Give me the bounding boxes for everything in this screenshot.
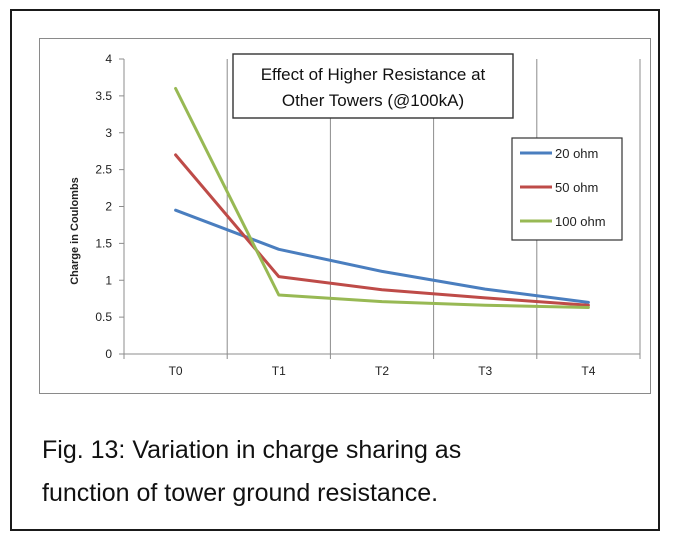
series-line-50-ohm [174, 153, 590, 307]
series-layer [174, 87, 590, 309]
caption-line-2: function of tower ground resistance. [42, 479, 439, 507]
figure-frame: 0 0.5 1 1.5 2 2.5 3 3.5 4 T0 T1 T2 T3 T4 Charge in Co… [10, 9, 660, 531]
y-tick-label: 1.5 [95, 236, 112, 250]
y-axis-label: Charge in Coulombs [69, 177, 81, 285]
axes-layer: 0 0.5 1 1.5 2 2.5 3 3.5 4 T0 T1 T2 T3 T4 [95, 52, 641, 378]
x-tick-label: T1 [272, 364, 286, 378]
x-tick-label: T0 [169, 364, 183, 378]
y-tick-label: 0 [105, 347, 112, 361]
y-tick-label: 0.5 [95, 310, 112, 324]
line-chart: 0 0.5 1 1.5 2 2.5 3 3.5 4 T0 T1 T2 T3 T4 Charge in Co… [69, 52, 641, 378]
chart-panel: 0 0.5 1 1.5 2 2.5 3 3.5 4 T0 T1 T2 T3 T4 Charge in Co… [39, 38, 651, 394]
x-tick-label: T3 [478, 364, 492, 378]
legend: 20 ohm 50 ohm 100 ohm [511, 137, 623, 241]
chart-title-box: Effect of Higher Resistance at Other Tow… [232, 53, 514, 119]
chart-title-line-1: Effect of Higher Resistance at [261, 65, 486, 84]
figure-caption: Fig. 13: Variation in charge sharing as … [42, 429, 642, 515]
y-tick-label: 3.5 [95, 89, 112, 103]
x-tick-label: T2 [375, 364, 389, 378]
caption-line-1: Fig. 13: Variation in charge sharing as [42, 436, 462, 464]
y-tick-label: 3 [105, 126, 112, 140]
y-tick-label: 1 [105, 273, 112, 287]
legend-label: 100 ohm [555, 214, 606, 229]
y-tick-label: 2 [105, 200, 112, 214]
y-tick-label: 4 [105, 52, 112, 66]
x-tick-label: T4 [581, 364, 595, 378]
series-line-100-ohm [174, 87, 590, 309]
y-tick-label: 2.5 [95, 163, 112, 177]
legend-label: 50 ohm [555, 180, 598, 195]
chart-title-line-2: Other Towers (@100kA) [282, 91, 464, 110]
legend-label: 20 ohm [555, 146, 598, 161]
